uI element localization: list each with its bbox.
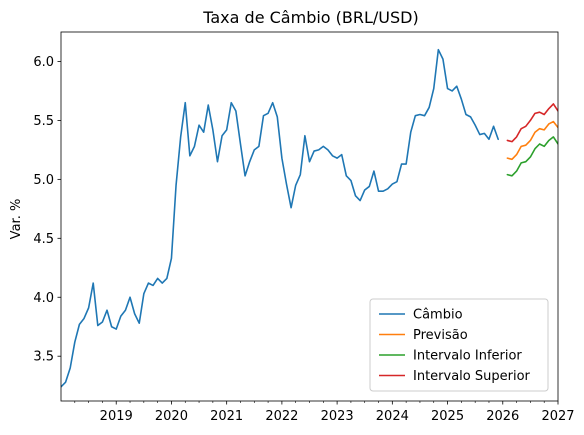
x-tick-label: 2025	[431, 409, 464, 424]
y-axis-label: Var. %	[9, 199, 24, 240]
plot-area	[61, 48, 558, 388]
chart-title: Taxa de Câmbio (BRL/USD)	[202, 8, 418, 27]
y-tick-label: 4.5	[33, 232, 54, 247]
y-tick-label: 4.0	[33, 291, 54, 306]
series-line-1	[506, 120, 558, 161]
series-line-2	[506, 136, 558, 177]
x-tick-label: 2020	[155, 409, 188, 424]
y-tick-label: 5.5	[33, 114, 54, 129]
y-tick-label: 3.5	[33, 350, 54, 365]
legend-label: Intervalo Inferior	[413, 349, 522, 364]
x-tick-label: 2023	[321, 409, 354, 424]
x-tick-label: 2024	[376, 409, 409, 424]
legend: Câmbio Previsão Intervalo Inferior Interval…	[369, 298, 549, 392]
series-line-0	[61, 48, 499, 388]
legend-label: Intervalo Superior	[413, 369, 531, 384]
x-tick-label: 2022	[265, 409, 298, 424]
legend-box	[369, 298, 549, 392]
x-tick-label: 2026	[486, 409, 519, 424]
y-tick-label: 6.0	[33, 55, 54, 70]
x-tick-label: 2027	[541, 409, 574, 424]
series-line-3	[506, 103, 558, 143]
axes: 3.5 4.0 4.5 5.0 5.5 6.0 2019 2020 2021 2022 2023 20…	[33, 31, 575, 424]
y-tick-label: 5.0	[33, 173, 54, 188]
legend-label: Câmbio	[413, 308, 463, 323]
x-tick-label: 2019	[100, 409, 133, 424]
x-tick-label: 2021	[210, 409, 243, 424]
legend-label: Previsão	[413, 328, 468, 343]
